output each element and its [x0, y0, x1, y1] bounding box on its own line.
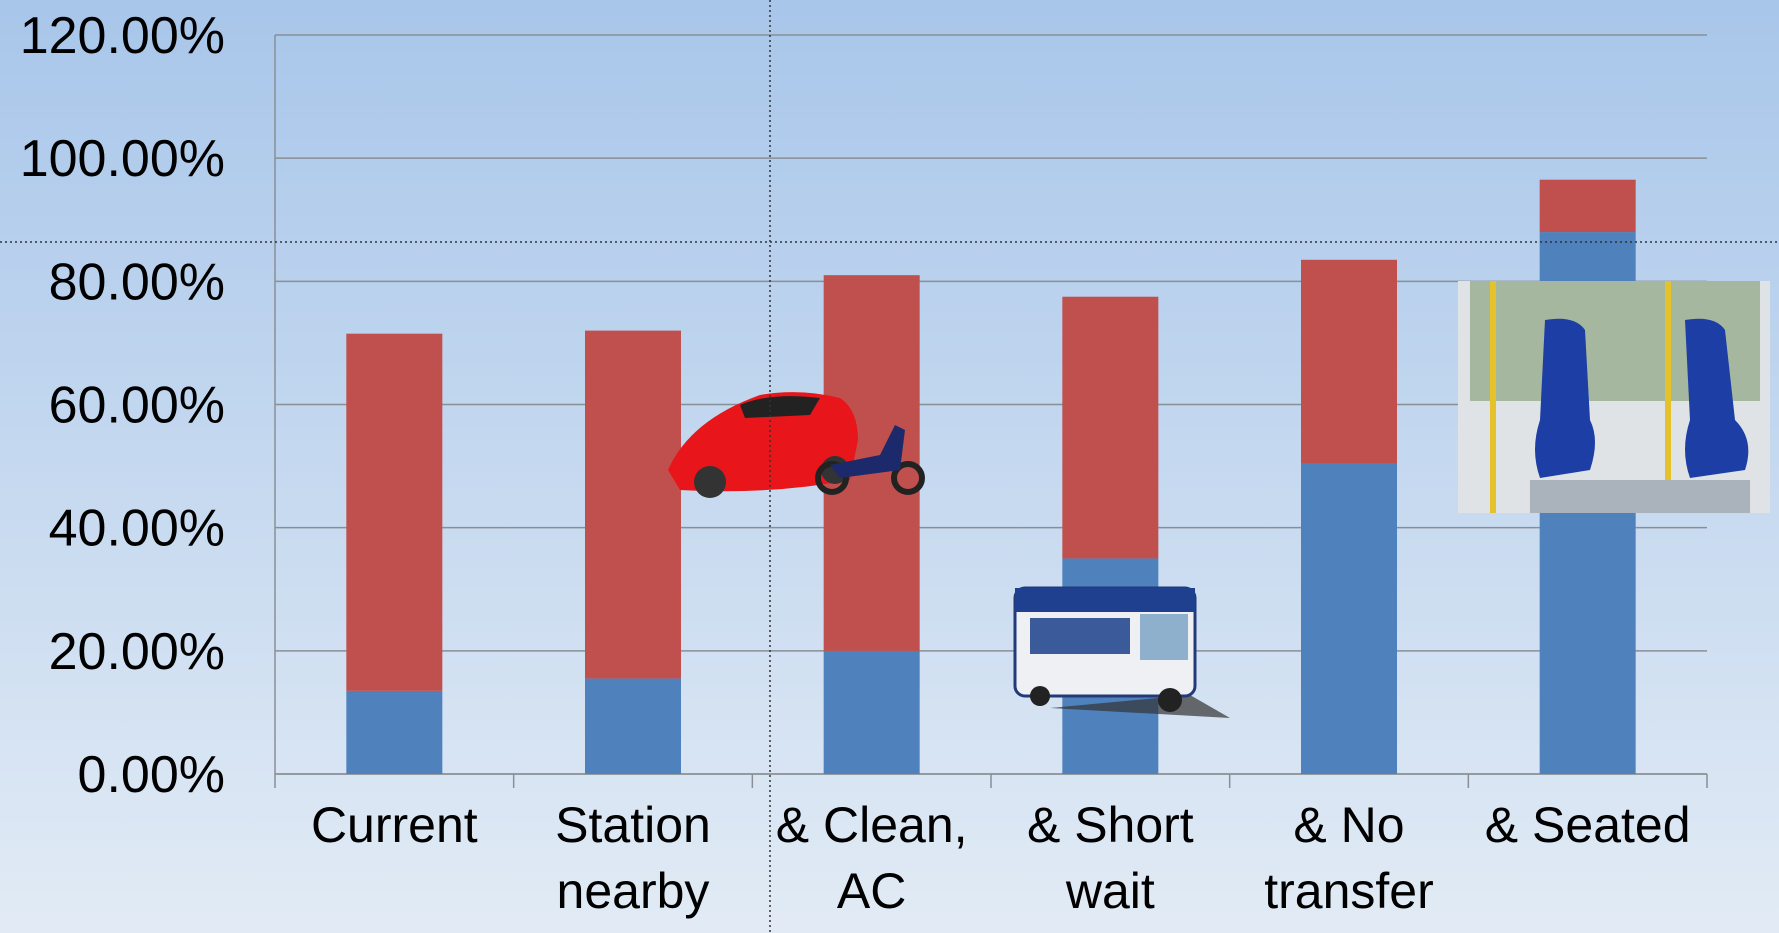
page: 0.00% 20.00% 40.00% 60.00% 80.00% 100.00% 120.…: [0, 0, 1779, 933]
x-tick-label: Current: [311, 797, 478, 853]
y-tick-label: 80.00%: [49, 253, 225, 311]
y-tick-label: 120.00%: [20, 7, 225, 65]
y-tick-label: 100.00%: [20, 130, 225, 188]
bar-segment: [585, 331, 681, 679]
bar-segment: [346, 334, 442, 691]
y-tick-label: 60.00%: [49, 377, 225, 435]
chart: 0.00% 20.00% 40.00% 60.00% 80.00% 100.00% 120.…: [0, 0, 1779, 933]
bar-segment: [346, 691, 442, 774]
y-tick-label: 0.00%: [78, 746, 225, 804]
bar-segment: [1540, 180, 1636, 232]
bar-segment: [824, 651, 920, 774]
bar-segment: [1301, 463, 1397, 774]
bar-segment: [585, 679, 681, 774]
bar-segment: [1301, 260, 1397, 463]
x-tick-label: & Seated: [1485, 797, 1691, 853]
bar-segment: [1062, 297, 1158, 559]
y-tick-label: 40.00%: [49, 500, 225, 558]
seat-picture: [1458, 281, 1770, 513]
y-tick-label: 20.00%: [49, 623, 225, 681]
